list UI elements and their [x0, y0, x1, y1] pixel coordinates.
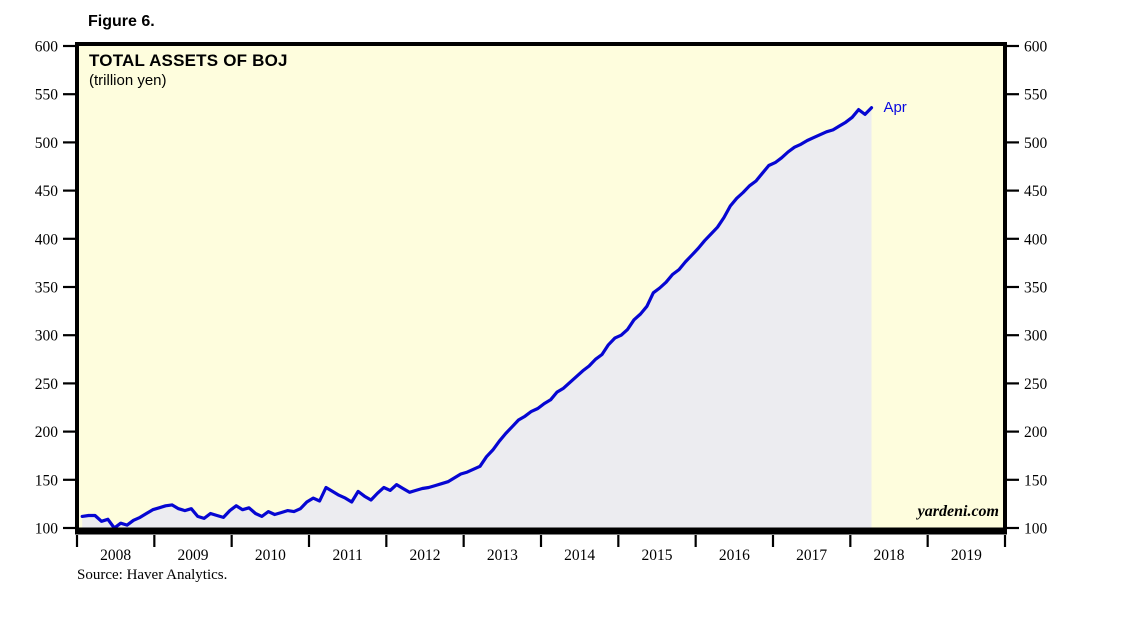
y-axis-label-left: 250	[35, 376, 59, 393]
x-axis-year-label: 2014	[564, 547, 595, 564]
x-axis-year-label: 2017	[796, 547, 827, 564]
y-axis-label-left: 500	[35, 135, 59, 152]
last-point-label: Apr	[883, 98, 907, 116]
data-line	[80, 106, 874, 530]
x-axis-year-label: 2010	[255, 547, 286, 564]
y-axis-label-left: 150	[35, 472, 59, 489]
y-axis-label-right: 600	[1024, 39, 1048, 56]
x-axis-year-label: 2012	[410, 547, 441, 564]
x-axis-year-label: 2019	[951, 547, 982, 564]
figure-label: Figure 6.	[88, 13, 155, 30]
x-axis-year-label: 2016	[719, 547, 750, 564]
y-axis-label-left: 300	[35, 328, 59, 345]
x-axis-year-label: 2015	[642, 547, 673, 564]
y-axis-label-left: 400	[35, 231, 59, 248]
y-axis-label-right: 400	[1024, 231, 1048, 248]
watermark-yardeni: yardeni.com	[917, 503, 999, 520]
y-axis-label-right: 450	[1024, 183, 1048, 200]
y-axis-label-left: 100	[35, 521, 59, 538]
x-axis-year-label: 2009	[178, 547, 209, 564]
y-axis-label-left: 450	[35, 183, 59, 200]
y-axis-label-left: 350	[35, 280, 59, 297]
y-axis-label-right: 150	[1024, 472, 1048, 489]
y-axis-label-left: 550	[35, 87, 59, 104]
chart-subtitle: (trillion yen)	[89, 72, 167, 89]
x-axis-year-label: 2013	[487, 547, 518, 564]
y-axis-label-right: 550	[1024, 87, 1048, 104]
y-axis-label-right: 250	[1024, 376, 1048, 393]
x-axis-year-label: 2008	[100, 547, 131, 564]
y-axis-label-right: 100	[1024, 521, 1048, 538]
chart-title: TOTAL ASSETS OF BOJ	[89, 51, 288, 70]
y-axis-label-right: 350	[1024, 280, 1048, 297]
y-axis-label-left: 200	[35, 424, 59, 441]
area-fill	[82, 107, 872, 528]
x-axis-year-label: 2011	[332, 547, 362, 564]
x-axis-year-label: 2018	[874, 547, 905, 564]
y-axis-label-right: 300	[1024, 328, 1048, 345]
y-axis-label-right: 500	[1024, 135, 1048, 152]
y-axis-label-right: 200	[1024, 424, 1048, 441]
y-axis-label-left: 600	[35, 39, 59, 56]
source-note: Source: Haver Analytics.	[77, 567, 228, 583]
